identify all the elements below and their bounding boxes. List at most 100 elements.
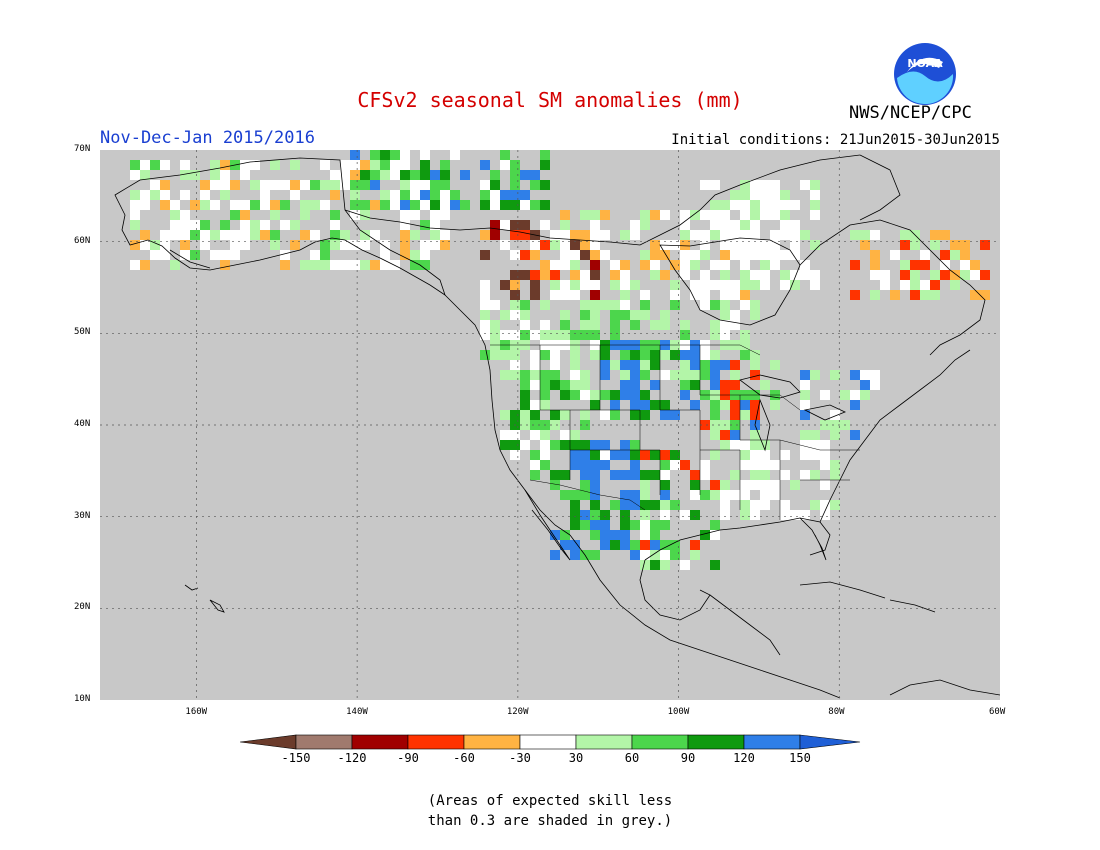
anomaly-cell [530,460,540,470]
anomaly-cell [750,310,760,320]
anomaly-cell [800,230,810,240]
anomaly-cell [700,490,710,500]
anomaly-cell [550,240,560,250]
legend-box [407,734,465,750]
anomaly-cell [740,330,750,340]
anomaly-cell [770,210,780,220]
anomaly-cell [570,260,580,270]
anomaly-cell [810,200,820,210]
anomaly-cell [560,210,570,220]
anomaly-cell [220,250,230,260]
anomaly-cell [160,200,170,210]
anomaly-cell [680,330,690,340]
anomaly-cell [690,540,700,550]
anomaly-cell [300,260,310,270]
anomaly-cell [570,430,580,440]
anomaly-cell [270,240,280,250]
anomaly-cell [520,170,530,180]
anomaly-cell [630,470,640,480]
anomaly-cell [230,250,240,260]
anomaly-cell [630,230,640,240]
anomaly-cell [710,490,720,500]
anomaly-cell [510,370,520,380]
gridlines [100,150,1000,700]
anomaly-cell [480,290,490,300]
anomaly-cell [590,470,600,480]
anomaly-cell [610,260,620,270]
anomaly-cell [750,470,760,480]
skill-note-line2: than 0.3 are shaded in grey.) [427,813,673,829]
anomaly-cell [280,200,290,210]
anomaly-cell [830,470,840,480]
anomaly-cell [350,260,360,270]
anomaly-cell [320,240,330,250]
anomaly-cell [430,170,440,180]
anomaly-cell [530,240,540,250]
anomaly-cell [180,170,190,180]
anomaly-cells [130,150,990,570]
anomaly-cell [640,260,650,270]
anomaly-cell [630,490,640,500]
anomaly-cell [940,250,950,260]
anomaly-cell [520,190,530,200]
anomaly-cell [340,260,350,270]
anomaly-cell [590,230,600,240]
anomaly-cell [400,190,410,200]
anomaly-cell [590,250,600,260]
anomaly-cell [710,180,720,190]
anomaly-cell [270,210,280,220]
anomaly-cell [200,230,210,240]
anomaly-cell [160,190,170,200]
anomaly-cell [560,410,570,420]
anomaly-cell [560,310,570,320]
anomaly-cell [710,260,720,270]
anomaly-cell [640,290,650,300]
anomaly-cell [620,380,630,390]
anomaly-cell [580,480,590,490]
anomaly-cell [750,230,760,240]
anomaly-cell [250,230,260,240]
anomaly-cell [710,530,720,540]
anomaly-cell [780,500,790,510]
chart-title: CFSv2 seasonal SM anomalies (mm) [357,88,743,112]
anomaly-cell [830,420,840,430]
anomaly-cell [390,160,400,170]
noaa-logo-icon: NOAA [894,43,956,105]
anomaly-cell [700,470,710,480]
anomaly-cell [700,370,710,380]
anomaly-cell [450,200,460,210]
anomaly-cell [490,320,500,330]
anomaly-cell [730,200,740,210]
anomaly-cell [750,450,760,460]
anomaly-cell [950,270,960,280]
anomaly-cell [680,390,690,400]
anomaly-cell [570,240,580,250]
anomaly-cell [540,440,550,450]
anomaly-cell [760,200,770,210]
anomaly-cell [360,160,370,170]
anomaly-cell [600,370,610,380]
anomaly-cell [830,500,840,510]
anomaly-cell [620,300,630,310]
anomaly-cell [660,370,670,380]
anomaly-cell [670,500,680,510]
anomaly-cell [740,510,750,520]
anomaly-cell [790,270,800,280]
anomaly-cell [350,200,360,210]
anomaly-cell [440,210,450,220]
anomaly-cell [600,230,610,240]
anomaly-cell [730,220,740,230]
anomaly-cell [130,260,140,270]
anomaly-cell [730,430,740,440]
anomaly-cell [610,400,620,410]
anomaly-cell [640,470,650,480]
anomaly-cell [610,320,620,330]
anomaly-cell [920,280,930,290]
anomaly-cell [640,220,650,230]
anomaly-cell [530,180,540,190]
anomaly-cell [680,460,690,470]
anomaly-cell [740,340,750,350]
anomaly-cell [450,190,460,200]
anomaly-cell [960,270,970,280]
anomaly-cell [570,370,580,380]
